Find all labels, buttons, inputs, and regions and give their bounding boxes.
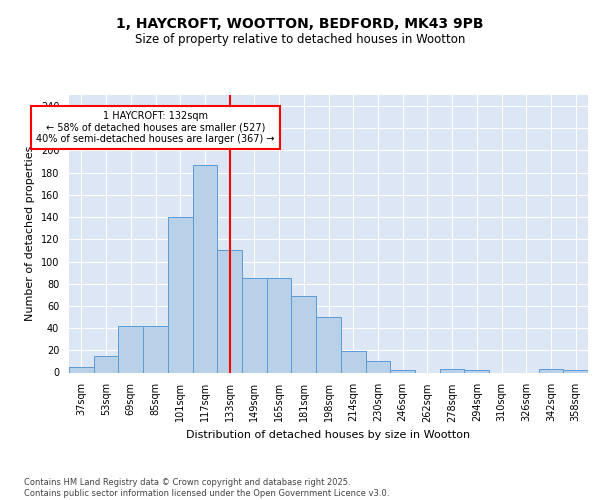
Text: Contains HM Land Registry data © Crown copyright and database right 2025.
Contai: Contains HM Land Registry data © Crown c… [24,478,389,498]
Y-axis label: Number of detached properties: Number of detached properties [25,146,35,322]
Bar [316,317,341,372]
Bar [539,369,563,372]
Bar [217,250,242,372]
Text: 1 HAYCROFT: 132sqm
← 58% of detached houses are smaller (527)
40% of semi-detach: 1 HAYCROFT: 132sqm ← 58% of detached hou… [36,110,275,144]
Bar [365,362,390,372]
Bar [193,165,217,372]
Bar [69,367,94,372]
X-axis label: Distribution of detached houses by size in Wootton: Distribution of detached houses by size … [187,430,470,440]
Bar [563,370,588,372]
Bar [168,217,193,372]
Bar [267,278,292,372]
Bar [94,356,118,372]
Text: 1, HAYCROFT, WOOTTON, BEDFORD, MK43 9PB: 1, HAYCROFT, WOOTTON, BEDFORD, MK43 9PB [116,18,484,32]
Bar [118,326,143,372]
Bar [143,326,168,372]
Bar [242,278,267,372]
Bar [292,296,316,372]
Bar [390,370,415,372]
Bar [440,369,464,372]
Bar [464,370,489,372]
Text: Size of property relative to detached houses in Wootton: Size of property relative to detached ho… [135,32,465,46]
Bar [341,352,365,372]
